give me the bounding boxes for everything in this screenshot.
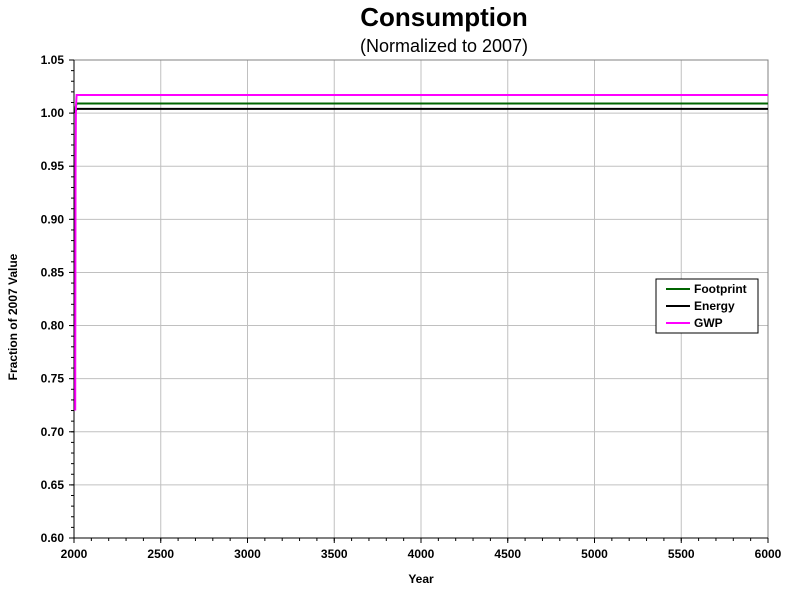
legend: Footprint Energy GWP — [655, 278, 759, 334]
legend-label-footprint: Footprint — [694, 282, 747, 296]
chart-title: Consumption — [360, 2, 528, 32]
y-tick-label: 0.75 — [41, 372, 65, 386]
chart-subtitle: (Normalized to 2007) — [360, 36, 528, 56]
legend-label-gwp: GWP — [694, 316, 723, 330]
y-axis-label: Fraction of 2007 Value — [6, 253, 20, 380]
x-tick-label: 4000 — [408, 547, 435, 561]
axes: 2000 2500 3000 3500 4000 4500 5000 5500 6000 0.60… — [41, 53, 782, 561]
y-tick-label: 0.80 — [41, 319, 65, 333]
y-tick-label: 0.90 — [41, 212, 65, 226]
series-line-gwp — [74, 94, 768, 411]
y-tick-label: 1.00 — [41, 106, 65, 120]
y-tick-label: 0.60 — [41, 531, 65, 545]
series-line-energy — [74, 107, 768, 114]
y-tick-label: 0.95 — [41, 159, 65, 173]
y-tick-label: 0.85 — [41, 265, 65, 279]
series-lines — [74, 94, 768, 411]
grid — [73, 59, 769, 539]
y-tick-label: 1.05 — [41, 53, 65, 67]
y-tick-label: 0.70 — [41, 425, 65, 439]
x-tick-label: 3000 — [234, 547, 261, 561]
x-tick-label: 5000 — [581, 547, 608, 561]
y-tick-label: 0.65 — [41, 478, 65, 492]
x-axis-label: Year — [408, 572, 434, 586]
x-tick-label: 2500 — [147, 547, 174, 561]
legend-label-energy: Energy — [694, 299, 735, 313]
x-tick-label: 5500 — [668, 547, 695, 561]
x-tick-label: 3500 — [321, 547, 348, 561]
x-tick-label: 6000 — [755, 547, 782, 561]
x-tick-label: 4500 — [494, 547, 521, 561]
x-tick-label: 2000 — [61, 547, 88, 561]
